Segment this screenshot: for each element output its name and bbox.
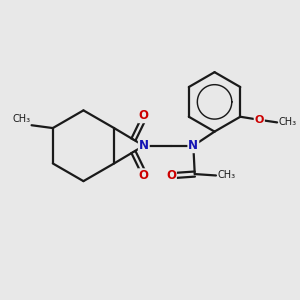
- Text: O: O: [138, 169, 148, 182]
- Text: O: O: [255, 115, 264, 124]
- Text: O: O: [138, 109, 148, 122]
- Text: CH₃: CH₃: [12, 114, 30, 124]
- Text: CH₃: CH₃: [218, 170, 236, 181]
- Text: N: N: [188, 139, 198, 152]
- Text: N: N: [139, 139, 149, 152]
- Text: O: O: [166, 169, 176, 182]
- Text: CH₃: CH₃: [278, 117, 297, 128]
